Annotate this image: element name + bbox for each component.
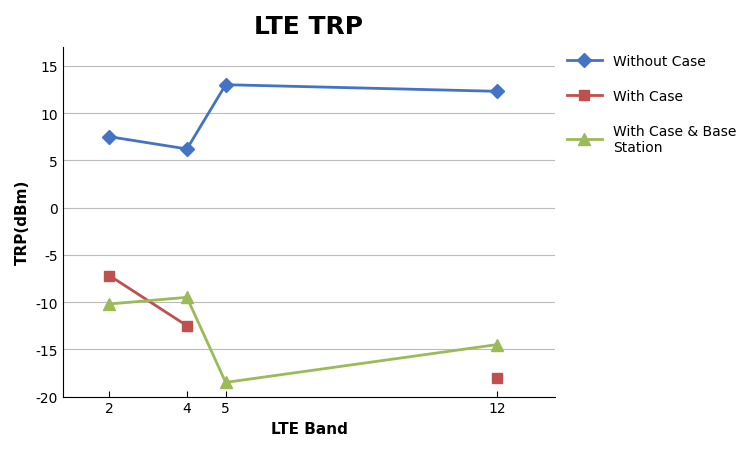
With Case & Base
Station — [183, 295, 192, 300]
With Case & Base
Station — [105, 302, 114, 307]
Line: With Case: With Case — [105, 271, 192, 331]
X-axis label: LTE Band: LTE Band — [271, 421, 347, 436]
With Case & Base
Station — [493, 342, 502, 348]
Line: Without Case: Without Case — [105, 81, 502, 155]
Without Case — [221, 83, 230, 88]
With Case — [183, 323, 192, 329]
With Case — [105, 273, 114, 279]
Y-axis label: TRP(dBm): TRP(dBm) — [15, 179, 30, 265]
Without Case — [183, 147, 192, 152]
Without Case — [493, 89, 502, 95]
Legend: Without Case, With Case, With Case & Base
Station: Without Case, With Case, With Case & Bas… — [567, 55, 736, 154]
Without Case — [105, 135, 114, 140]
With Case & Base
Station — [221, 380, 230, 385]
Title: LTE TRP: LTE TRP — [254, 15, 363, 39]
Line: With Case & Base
Station: With Case & Base Station — [104, 292, 502, 388]
